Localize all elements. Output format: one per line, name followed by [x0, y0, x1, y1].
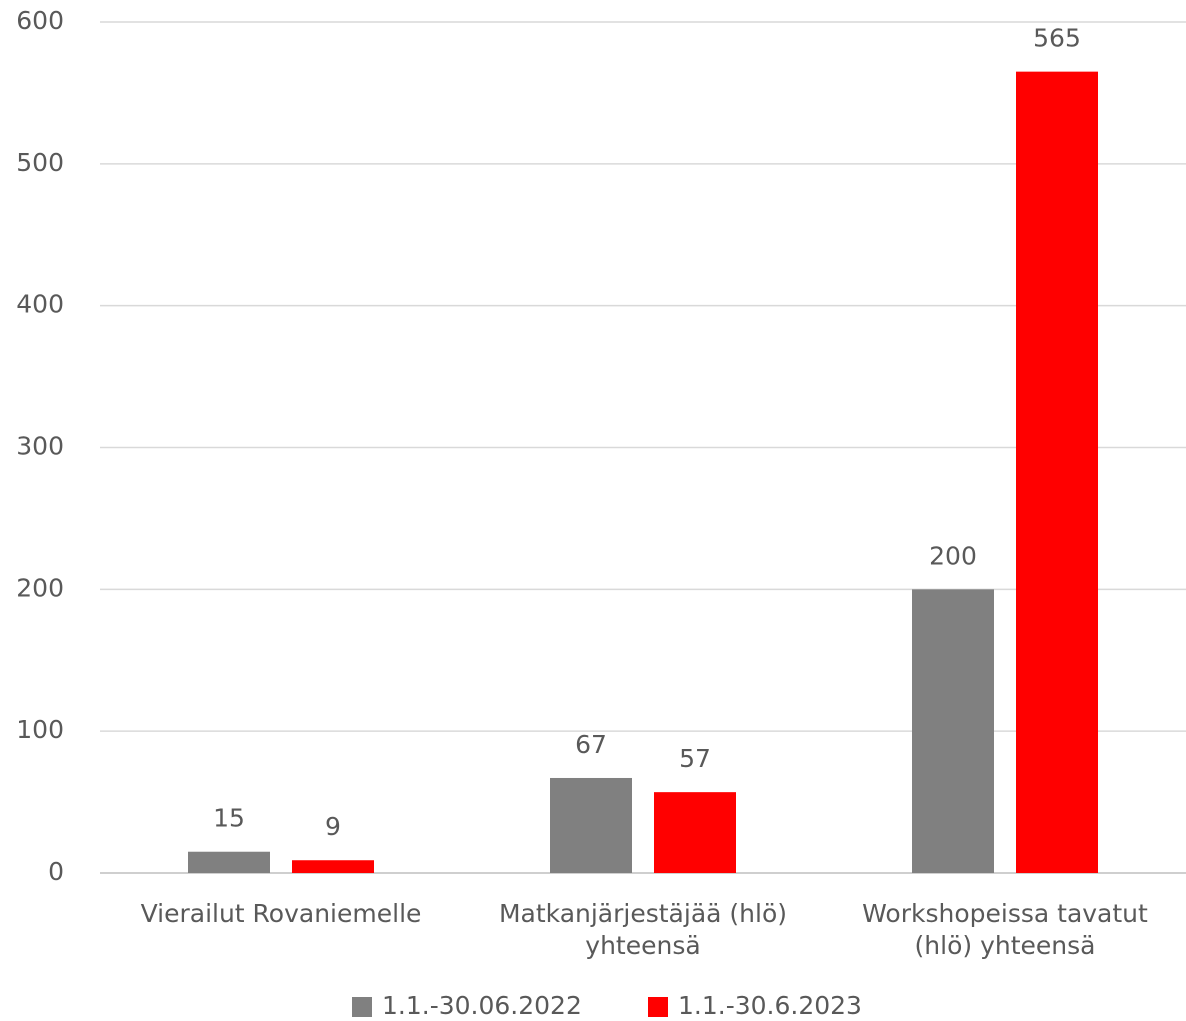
bar: [292, 860, 374, 873]
data-label: 200: [929, 541, 977, 570]
legend-label: 1.1.-30.6.2023: [678, 991, 862, 1020]
x-tick-label: Vierailut Rovaniemelle: [141, 899, 422, 928]
x-tick-label: Matkanjärjestäjää (hlö) yhteensä: [499, 899, 787, 960]
y-tick-label: 0: [48, 857, 64, 886]
y-tick-label: 500: [16, 148, 64, 177]
bar: [654, 792, 736, 873]
y-tick-label: 600: [16, 6, 64, 35]
y-tick-label: 400: [16, 290, 64, 319]
y-tick-label: 200: [16, 573, 64, 602]
data-label: 15: [213, 804, 245, 833]
data-label: 57: [679, 744, 711, 773]
data-label: 565: [1033, 24, 1081, 53]
y-tick-label: 100: [16, 715, 64, 744]
bar: [550, 777, 632, 873]
legend-label: 1.1.-30.06.2022: [382, 991, 582, 1020]
y-tick-label: 300: [16, 432, 64, 461]
x-tick-label: Workshopeissa tavatut (hlö) yhteensä: [862, 899, 1148, 960]
data-label: 67: [575, 730, 607, 759]
bar: [1016, 71, 1098, 874]
legend-swatch: [352, 997, 372, 1017]
legend-swatch: [648, 997, 668, 1017]
bar: [188, 851, 270, 873]
data-label: 9: [325, 812, 341, 841]
bar: [912, 589, 994, 873]
